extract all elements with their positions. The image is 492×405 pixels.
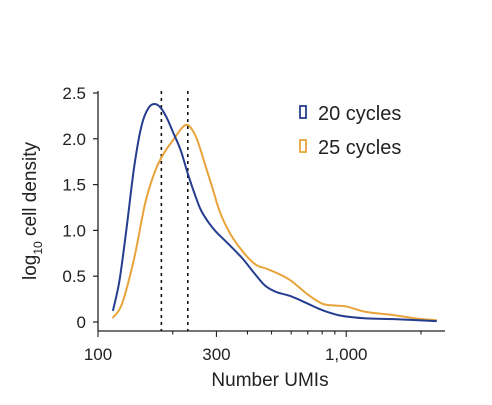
- y-axis-title-subscript: 10: [31, 241, 45, 255]
- x-axis-title: Number UMIs: [211, 370, 328, 391]
- series-line-25-cycles: [112, 123, 438, 322]
- legend-label: 25 cycles: [318, 137, 401, 159]
- y-tick-label: 2.0: [62, 130, 86, 149]
- y-axis-title-prefix: log: [20, 255, 41, 280]
- x-tick-label: 1,000: [325, 345, 368, 364]
- y-axis-title-suffix: cell density: [20, 142, 41, 242]
- y-tick-label: 0.5: [62, 267, 86, 286]
- y-tick-label: 2.5: [62, 84, 86, 103]
- x-tick-label: 300: [202, 345, 230, 364]
- legend-swatch: [299, 139, 307, 153]
- plot-area: 0 0.5 1.0 1.5 2.0 2.5 100 300 1,000 20 cycles 25 c…: [62, 84, 445, 364]
- legend-label: 20 cycles: [318, 103, 401, 125]
- legend-swatch: [299, 105, 307, 119]
- y-tick-label: 0: [77, 313, 86, 332]
- y-tick-label: 1.5: [62, 176, 86, 195]
- y-axis-title: log10 cell density: [20, 142, 45, 280]
- y-tick-label: 1.0: [62, 221, 86, 240]
- x-tick-label: 100: [84, 345, 112, 364]
- series-line-20-cycles: [112, 102, 438, 323]
